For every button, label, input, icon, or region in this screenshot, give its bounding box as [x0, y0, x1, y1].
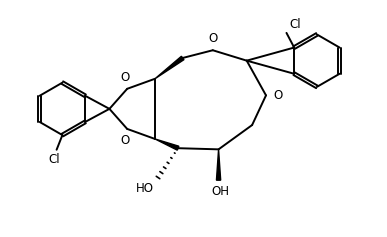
- Text: O: O: [273, 89, 282, 102]
- Text: O: O: [121, 71, 130, 84]
- Text: O: O: [208, 32, 217, 45]
- Polygon shape: [155, 139, 179, 150]
- Text: OH: OH: [211, 185, 229, 198]
- Polygon shape: [155, 56, 184, 79]
- Text: O: O: [121, 133, 130, 146]
- Text: Cl: Cl: [49, 153, 60, 166]
- Polygon shape: [216, 149, 221, 180]
- Text: Cl: Cl: [289, 18, 301, 31]
- Text: HO: HO: [135, 182, 153, 195]
